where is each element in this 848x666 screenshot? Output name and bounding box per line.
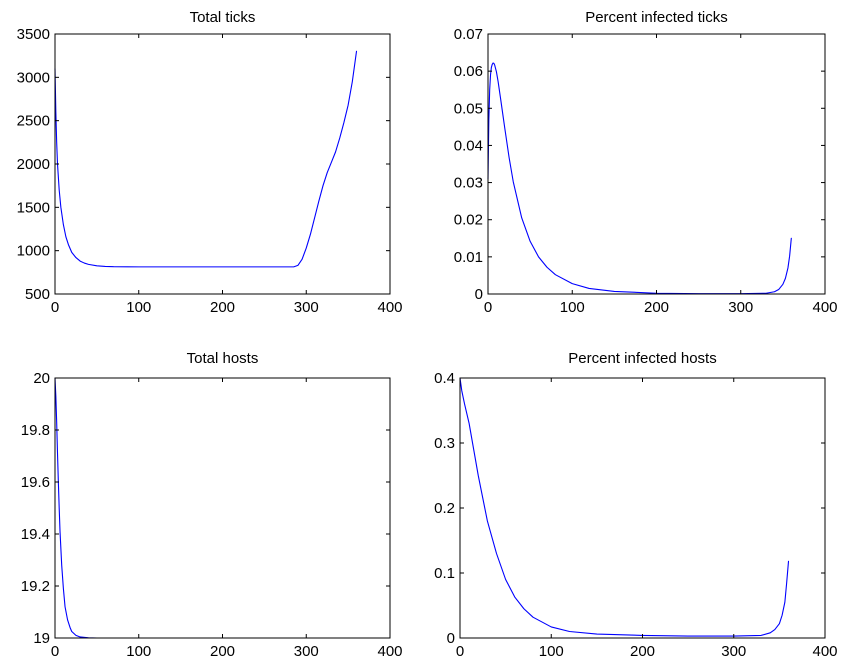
y-tick-label: 2500: [17, 113, 50, 130]
y-tick-label: 2000: [17, 156, 50, 173]
series-line: [459, 377, 790, 637]
y-tick-label: 500: [25, 286, 50, 303]
x-tick-label: 400: [377, 299, 402, 316]
y-tick-label: 19: [33, 630, 50, 647]
chart-title: Percent infected ticks: [585, 9, 728, 26]
x-tick-label: 0: [51, 299, 59, 316]
x-tick-label: 200: [630, 643, 655, 660]
x-tick-label: 400: [812, 643, 837, 660]
series-line: [487, 62, 792, 295]
y-tick-label: 0.3: [434, 435, 455, 452]
y-tick-label: 0.04: [454, 137, 483, 154]
x-tick-label: 200: [210, 299, 235, 316]
y-tick-label: 0.2: [434, 500, 455, 517]
plot-frame: [459, 377, 826, 639]
y-tick-label: 0: [447, 630, 455, 647]
x-tick-label: 300: [721, 643, 746, 660]
y-tick-label: 1000: [17, 243, 50, 260]
y-tick-label: 0.01: [454, 249, 483, 266]
plot-frame: [54, 377, 391, 639]
x-tick-label: 400: [377, 643, 402, 660]
y-tick-label: 1500: [17, 199, 50, 216]
y-tick-label: 0.07: [454, 26, 483, 43]
y-tick-label: 0: [475, 286, 483, 303]
x-tick-label: 100: [126, 643, 151, 660]
chart-total-ticks: Total ticks 0 100 200 300 400 500 1000 1500 2000…: [17, 9, 403, 316]
chart-title: Total ticks: [190, 9, 256, 26]
x-tick-label: 100: [560, 299, 585, 316]
y-tick-label: 0.1: [434, 565, 455, 582]
y-tick-label: 0.4: [434, 370, 455, 387]
y-tick-label: 0.06: [454, 63, 483, 80]
x-tick-label: 100: [539, 643, 564, 660]
x-tick-label: 0: [51, 643, 59, 660]
y-tick-label: 19.8: [21, 422, 50, 439]
x-tick-label: 300: [294, 299, 319, 316]
chart-title: Total hosts: [187, 350, 259, 367]
series-line: [54, 377, 123, 639]
x-tick-label: 400: [812, 299, 837, 316]
chart-title: Percent infected hosts: [568, 350, 716, 367]
y-tick-label: 19.4: [21, 526, 50, 543]
chart-total-hosts: Total hosts 0 100 200 300 400 19 19.2 19.4 19.6 1…: [21, 350, 403, 660]
x-tick-label: 100: [126, 299, 151, 316]
x-tick-label: 200: [644, 299, 669, 316]
plot-frame: [487, 33, 826, 295]
x-tick-label: 0: [456, 643, 464, 660]
y-tick-label: 0.05: [454, 100, 483, 117]
x-tick-label: 300: [728, 299, 753, 316]
chart-percent-infected-ticks: Percent infected ticks 0 100 200 300 400 0 0.0…: [454, 9, 838, 316]
chart-percent-infected-hosts: Percent infected hosts 0 100 200 300 400 0 0.1…: [434, 350, 837, 660]
series-line: [54, 50, 358, 268]
y-tick-label: 19.2: [21, 578, 50, 595]
y-tick-label: 3500: [17, 26, 50, 43]
y-tick-label: 3000: [17, 69, 50, 86]
x-tick-label: 300: [294, 643, 319, 660]
y-tick-label: 0.02: [454, 212, 483, 229]
x-tick-label: 200: [210, 643, 235, 660]
y-tick-label: 19.6: [21, 474, 50, 491]
plot-frame: [54, 33, 391, 295]
x-tick-label: 0: [484, 299, 492, 316]
y-tick-label: 20: [33, 370, 50, 387]
y-tick-label: 0.03: [454, 175, 483, 192]
